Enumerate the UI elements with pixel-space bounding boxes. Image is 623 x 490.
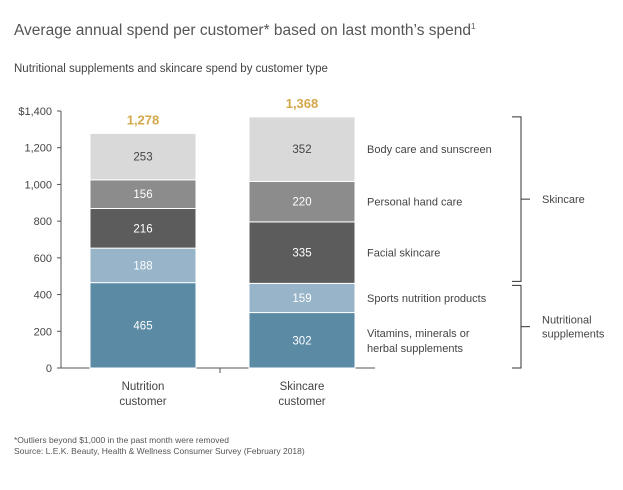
bar-value-label: 159 [292,293,311,305]
group-label: Skincare [542,194,585,206]
x-category-label: customer [278,396,325,408]
y-tick-label: $1,400 [18,106,52,118]
footnote-outliers: *Outliers beyond $1,000 in the past mont… [14,435,229,445]
chart-subtitle: Nutritional supplements and skincare spe… [14,63,328,75]
footnote: *Outliers beyond $1,000 in the past mont… [14,435,305,457]
group-bracket [512,284,522,369]
bar-value-label: 302 [292,335,311,347]
series-label: Body care and sunscreen [367,144,492,156]
series-label: herbal supplements [367,343,464,355]
x-category-label: Nutrition [122,381,165,393]
bar-segment [248,312,356,369]
group-label: Nutritional [542,315,592,327]
bar-value-label: 465 [133,320,152,332]
bar-segment [248,180,356,223]
bar-value-label: 188 [133,260,152,272]
y-tick-label: 600 [34,253,52,265]
bar-total-label: 1,278 [127,112,160,127]
bar-value-label: 352 [292,144,311,156]
bar-segment [248,116,356,182]
bar-value-label: 156 [133,189,152,201]
group-label: supplements [542,329,605,341]
x-category-label: customer [119,396,166,408]
bar-segment [89,132,197,181]
title-footnote-mark: 1 [470,22,476,31]
bar-value-label: 335 [292,248,311,260]
bar-segment [89,207,197,249]
bar-value-label: 253 [133,152,152,164]
y-tick-label: 800 [34,216,52,228]
chart-title: Average annual spend per customer* based… [14,22,476,40]
x-category-label: Skincare [280,381,325,393]
footnote-source: Source: L.E.K. Beauty, Health & Wellness… [14,446,305,456]
series-label: Sports nutrition products [367,293,487,305]
bar-segment [89,282,197,369]
bar-total-label: 1,368 [286,96,319,111]
series-label: Personal hand care [367,197,462,209]
y-tick-label: 400 [34,290,52,302]
bar-segment [89,179,197,209]
bar-value-label: 216 [133,223,152,235]
y-tick-label: 200 [34,326,52,338]
series-label: Facial skincare [367,248,440,260]
bar-segment [248,221,356,284]
group-bracket [512,116,522,282]
series-label: Vitamins, minerals or [367,328,470,340]
bar-value-label: 220 [292,197,311,209]
y-tick-label: 1,200 [24,143,52,155]
y-tick-label: 1,000 [24,179,52,191]
y-tick-label: 0 [46,363,52,375]
